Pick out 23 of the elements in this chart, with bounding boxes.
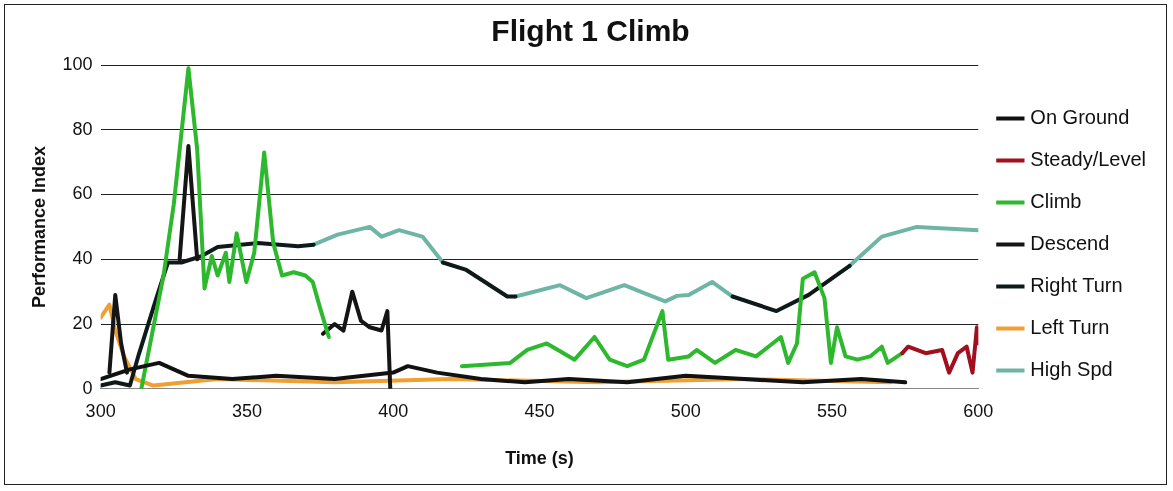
legend-label: Left Turn [1030,316,1110,339]
x-tick-label: 350 [231,400,262,421]
x-tick-label: 550 [817,400,848,421]
legend-label: Right Turn [1030,274,1123,297]
legend-label: High Spd [1030,358,1113,381]
legend-label: Steady/Level [1030,148,1147,171]
x-tick-label: 300 [85,400,116,421]
y-tick-label: 60 [72,183,93,204]
y-tick-label: 20 [72,313,93,334]
y-tick-label: 100 [62,53,93,74]
x-axis-title: Time (s) [505,448,574,469]
x-tick-label: 600 [963,400,994,421]
legend-label: On Ground [1030,106,1130,129]
y-axis-title: Performance Index [28,145,49,308]
chart-title: Flight 1 Climb [491,14,690,48]
y-tick-label: 0 [82,377,93,398]
legend-label: Climb [1030,190,1082,213]
x-tick-label: 500 [670,400,701,421]
y-tick-label: 40 [72,248,93,269]
x-tick-label: 450 [524,400,555,421]
y-tick-label: 80 [72,118,93,139]
x-tick-label: 400 [378,400,409,421]
legend-label: Descend [1030,232,1110,255]
